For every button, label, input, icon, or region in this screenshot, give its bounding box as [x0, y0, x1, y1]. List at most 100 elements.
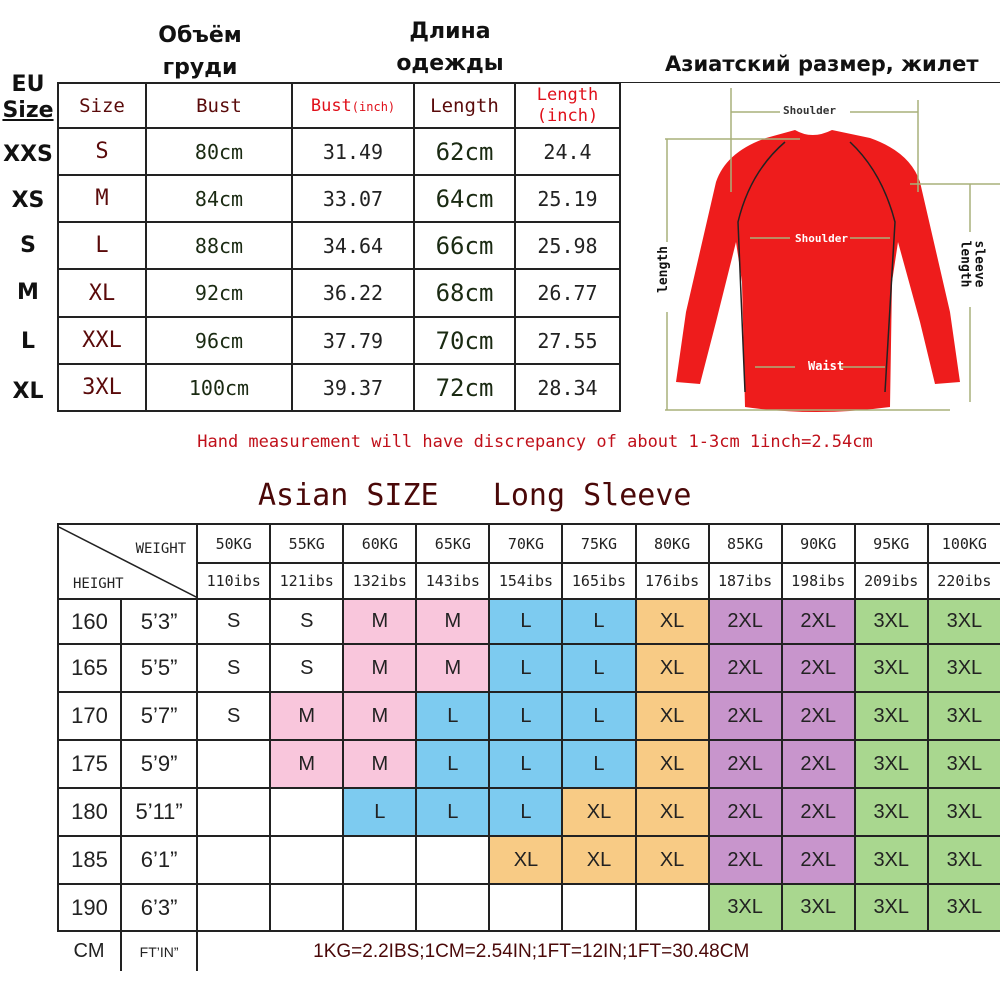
cell-length: 66cm	[413, 221, 516, 270]
grid-row: 190 6’3” 3XL 3XL 3XL 3XL	[56, 883, 1000, 932]
size-cell: M	[342, 739, 418, 789]
size-cell: 3XL	[926, 739, 1000, 789]
length-title-line: одежды	[396, 51, 504, 76]
sleeve-length-label: sleeve length	[957, 241, 986, 288]
eu-size: S	[20, 233, 36, 258]
bust-title: Объём груди	[140, 20, 260, 84]
size-cell	[269, 787, 345, 837]
size-cell: L	[561, 739, 637, 789]
cell-size: M	[57, 174, 147, 223]
weight-kg-header: 75KG	[561, 523, 637, 564]
conversion-note: 1KG=2.2IBS;1CM=2.54IN;1FT=12IN;1FT=30.48…	[313, 940, 750, 962]
height-cm: 170	[56, 691, 123, 741]
height-label: HEIGHT	[73, 576, 124, 592]
cell-length: 68cm	[413, 268, 516, 318]
size-cell: M	[342, 643, 418, 693]
size-cell: XL	[634, 739, 710, 789]
weight-lbs-header: 165ibs	[561, 562, 637, 600]
size-cell: S	[269, 598, 345, 645]
size-cell: 2XL	[780, 787, 856, 837]
weight-kg-row: WEIGHT HEIGHT 50KG 55KG 60KG 65KG 70KG 75KG 80KG…	[56, 523, 1000, 600]
cell-length-inch: 25.98	[514, 221, 621, 270]
cell-bust-inch: 36.22	[291, 268, 415, 318]
weight-kg-header: 80KG	[634, 523, 710, 564]
eu-size: XS	[11, 188, 45, 213]
length-title: Длина одежды	[385, 16, 515, 80]
eu-size-table: Size Bust Bust(inch) Length Length (inch)…	[57, 82, 621, 412]
grid-row: 165 5’5” S S M M L L XL 2XL 2XL 3XL 3XL	[56, 643, 1000, 693]
footer-ft: FT’IN”	[121, 931, 199, 971]
cell-bust: 88cm	[145, 221, 293, 270]
table-row: XXL 96cm 37.79 70cm 27.55	[57, 316, 621, 365]
size-cell: M	[269, 739, 345, 789]
cell-length-inch: 28.34	[514, 363, 621, 412]
size-cell: 3XL	[926, 787, 1000, 837]
size-cell: XL	[634, 643, 710, 693]
size-cell: 2XL	[707, 787, 783, 837]
diagram-title: Азиатский размер, жилет	[665, 52, 979, 76]
cell-length: 64cm	[413, 174, 516, 223]
cell-bust: 80cm	[145, 127, 293, 176]
weight-lbs-header: 154ibs	[488, 562, 564, 600]
measurement-note: Hand measurement will have discrepancy o…	[197, 432, 873, 452]
shirt-diagram	[620, 82, 1000, 412]
cell-length: 62cm	[413, 127, 516, 176]
weight-lbs-header: 220ibs	[926, 562, 1000, 600]
grid-row: 160 5’3” S S M M L L XL 2XL 2XL 3XL 3XL	[56, 598, 1000, 645]
cell-length-inch: 24.4	[514, 127, 621, 176]
size-cell: M	[342, 691, 418, 741]
size-cell: 2XL	[707, 835, 783, 885]
size-cell: L	[488, 739, 564, 789]
grid-row: 185 6’1” XL XL XL 2XL 2XL 3XL 3XL	[56, 835, 1000, 885]
size-cell	[488, 883, 564, 932]
length-title-line: Длина	[409, 19, 491, 44]
size-cell: 2XL	[707, 643, 783, 693]
weight-kg-header: 70KG	[488, 523, 564, 564]
size-cell: 2XL	[780, 739, 856, 789]
header-size: Size	[57, 82, 147, 129]
size-cell: S	[196, 643, 272, 693]
cell-bust-inch: 34.64	[291, 221, 415, 270]
cell-size: S	[57, 127, 147, 176]
eu-size: L	[20, 329, 36, 354]
size-cell	[196, 835, 272, 885]
header-length: Length	[413, 82, 516, 129]
size-cell: 2XL	[707, 598, 783, 645]
eu-size-header: EU Size	[0, 72, 56, 124]
weight-kg-header: 90KG	[780, 523, 856, 564]
grid-row: 170 5’7” S M M L L L XL 2XL 2XL 3XL 3XL	[56, 691, 1000, 741]
eu-size: XL	[12, 379, 44, 404]
size-cell	[269, 835, 345, 885]
eu-size: XXS	[3, 142, 53, 167]
size-cell	[415, 835, 491, 885]
size-cell: 3XL	[926, 643, 1000, 693]
weight-kg-header: 85KG	[707, 523, 783, 564]
size-cell: S	[269, 643, 345, 693]
size-cell: L	[561, 598, 637, 645]
size-cell: 3XL	[853, 787, 929, 837]
height-ft: 5’11”	[120, 787, 199, 837]
size-cell: 3XL	[707, 883, 783, 932]
footer-row: CM FT’IN” 1KG=2.2IBS;1CM=2.54IN;1FT=12IN;1…	[58, 931, 1000, 971]
table-row: XL 92cm 36.22 68cm 26.77	[57, 268, 621, 318]
size-cell	[269, 883, 345, 932]
size-cell: XL	[634, 691, 710, 741]
cell-bust-inch: 39.37	[291, 363, 415, 412]
cell-size: XXL	[57, 316, 147, 365]
size-cell: XL	[634, 598, 710, 645]
grid-row: 180 5’11” L L L XL XL 2XL 2XL 3XL 3XL	[56, 787, 1000, 837]
size-cell: 2XL	[780, 691, 856, 741]
cell-length-inch: 25.19	[514, 174, 621, 223]
weight-kg-header: 60KG	[342, 523, 418, 564]
grid-row: 175 5’9” M M L L L XL 2XL 2XL 3XL 3XL	[56, 739, 1000, 789]
cell-bust-inch: 37.79	[291, 316, 415, 365]
size-cell: 3XL	[780, 883, 856, 932]
size-cell	[196, 883, 272, 932]
size-cell: XL	[488, 835, 564, 885]
eu-label: EU	[11, 72, 45, 97]
size-cell	[634, 883, 710, 932]
header-length-inch-label: Length	[536, 84, 599, 105]
size-label: Size	[2, 98, 54, 123]
height-ft: 5’3”	[120, 598, 199, 645]
header-bust: Bust	[145, 82, 293, 129]
